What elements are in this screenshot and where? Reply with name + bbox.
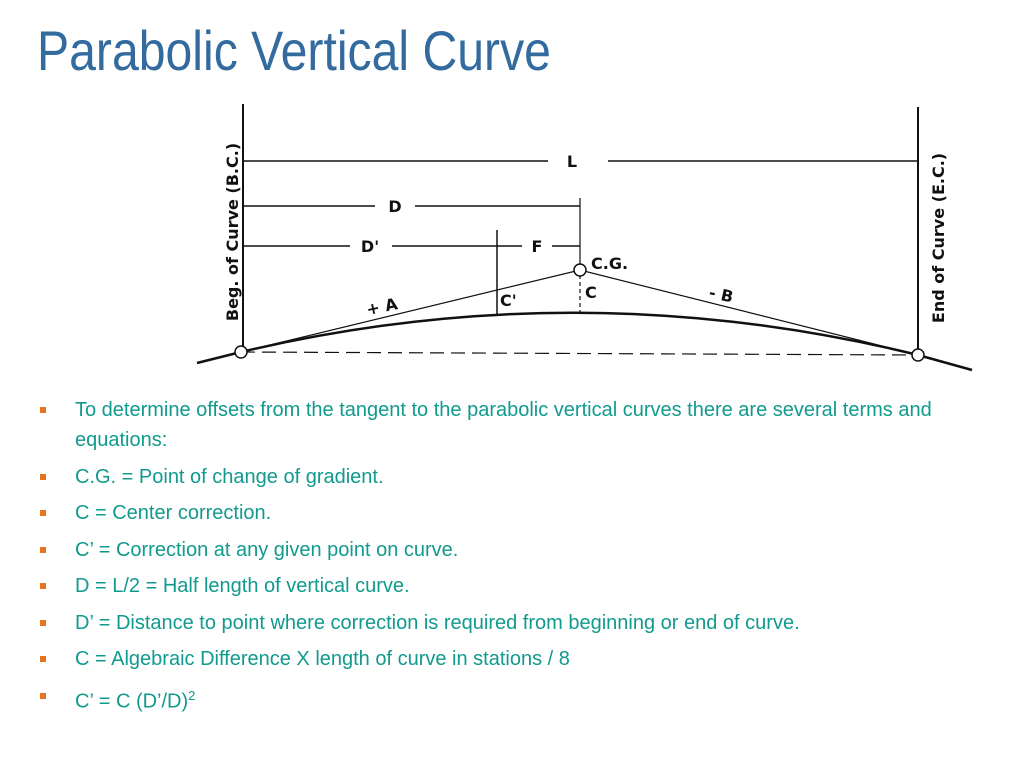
bc-label: Beg. of Curve (B.C.) xyxy=(223,143,242,321)
bullet-item: D’ = Distance to point where correction … xyxy=(40,608,1015,638)
bullet-item: To determine offsets from the tangent to… xyxy=(40,395,1015,455)
diagram-lines xyxy=(196,104,973,372)
ec-label: End of Curve (E.C.) xyxy=(929,153,948,323)
bullet-text: D’ = Distance to point where correction … xyxy=(75,611,800,634)
c-label: C xyxy=(585,283,597,302)
bullet-item: C’ = Correction at any given point on cu… xyxy=(40,535,1015,565)
cg-label: C.G. xyxy=(591,254,628,273)
d-label: D xyxy=(388,197,401,216)
d-prime-label: D' xyxy=(361,237,379,256)
f-label: F xyxy=(532,237,543,256)
bullet-item: C.G. = Point of change of gradient. xyxy=(40,462,1015,492)
slide-title: Parabolic Vertical Curve xyxy=(37,19,551,82)
bullet-item: D = L/2 = Half length of vertical curve. xyxy=(40,571,1015,601)
bullet-list: To determine offsets from the tangent to… xyxy=(40,395,1015,723)
bullet-item: C = Center correction. xyxy=(40,498,1015,528)
c-prime-label: C' xyxy=(500,291,517,310)
l-label: L xyxy=(567,152,577,171)
minus-b-label: - B xyxy=(707,283,735,307)
bullet-text: To determine offsets from the tangent to… xyxy=(75,399,932,451)
diagram: Beg. of Curve (B.C.) End of Curve (E.C.)… xyxy=(196,104,973,372)
bullet-text: C.G. = Point of change of gradient. xyxy=(75,465,384,488)
bullet-item: C’ = C (D’/D)2 xyxy=(40,681,1015,717)
bullet-text: D = L/2 = Half length of vertical curve. xyxy=(75,575,410,597)
bullet-text: C’ = C (D’/D) xyxy=(75,690,189,713)
bullet-text: C = Center correction. xyxy=(75,502,272,524)
superscript: 2 xyxy=(188,687,196,703)
bullet-text: C’ = Correction at any given point on cu… xyxy=(75,538,459,561)
bullet-text: C = Algebraic Difference X length of cur… xyxy=(75,648,570,670)
bullet-item: C = Algebraic Difference X length of cur… xyxy=(40,644,1015,674)
